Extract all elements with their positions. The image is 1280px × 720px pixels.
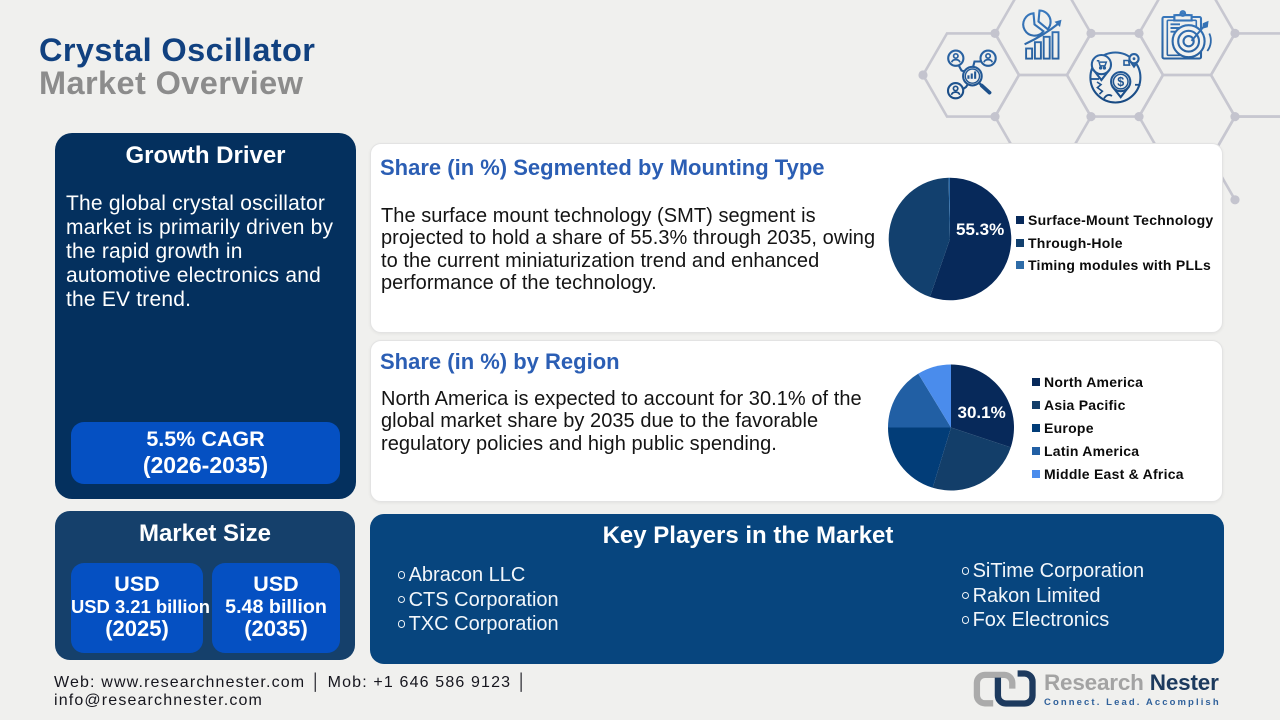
svg-text:30.1%: 30.1% [958,403,1006,422]
svg-text:55.3%: 55.3% [956,220,1004,239]
svg-text:$: $ [1117,75,1124,89]
